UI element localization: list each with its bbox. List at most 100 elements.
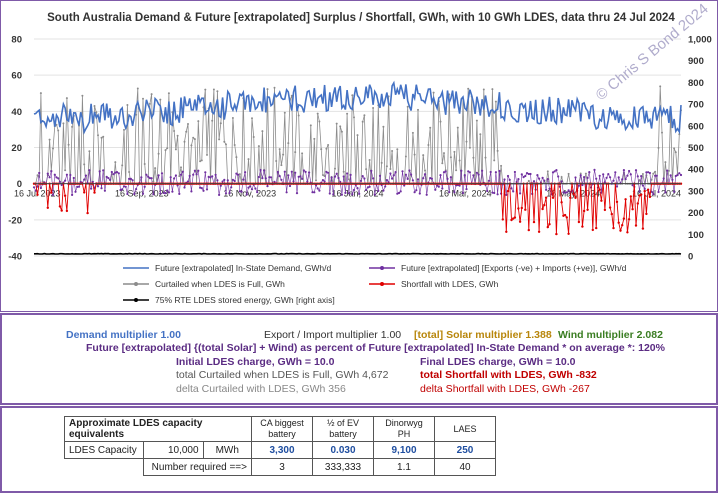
exports-imports-point bbox=[247, 186, 250, 189]
curtailed-point bbox=[223, 140, 226, 143]
delta-shortfall: delta Shortfall with LDES, GWh -267 bbox=[420, 383, 590, 395]
exports-imports-point bbox=[416, 178, 420, 181]
exports-imports-point bbox=[673, 190, 676, 193]
shortfall-point bbox=[569, 196, 572, 199]
exports-imports-point bbox=[605, 176, 608, 179]
exports-imports-point bbox=[77, 185, 81, 188]
exports-imports-point bbox=[676, 174, 679, 177]
exports-imports-point bbox=[323, 180, 326, 183]
demand-multiplier: Demand multiplier 1.00 bbox=[66, 329, 181, 341]
curtailed-point bbox=[641, 173, 644, 175]
curtailed-point bbox=[385, 165, 388, 168]
exports-imports-point bbox=[593, 168, 596, 171]
exports-imports-point bbox=[38, 171, 41, 175]
exports-imports-point bbox=[135, 188, 138, 191]
curtailed-point bbox=[347, 178, 350, 181]
exports-imports-point bbox=[200, 187, 203, 190]
exports-imports-point bbox=[304, 170, 307, 173]
curtailed-point bbox=[67, 143, 70, 146]
delta-curtailed: delta Curtailed with LDES, GWh 356 bbox=[176, 383, 346, 395]
wind-multiplier: Wind multiplier 2.082 bbox=[558, 329, 663, 341]
curtailed-point bbox=[233, 144, 236, 146]
curtailed-point bbox=[342, 170, 345, 173]
curtailed-point bbox=[273, 86, 276, 89]
curtailed-point bbox=[218, 138, 221, 141]
exports-imports-point bbox=[609, 176, 612, 179]
exports-imports-point bbox=[401, 170, 404, 173]
solar-multiplier: [total] Solar multiplier 1.388 bbox=[414, 329, 552, 341]
exports-imports-point bbox=[337, 176, 340, 180]
exports-imports-point bbox=[461, 191, 465, 195]
exports-imports-point bbox=[538, 177, 541, 180]
x-tick-label: 16 Mar, 2024 bbox=[439, 189, 492, 199]
exports-imports-point bbox=[166, 189, 169, 192]
shortfall-point bbox=[560, 201, 563, 204]
curtailed-point bbox=[484, 156, 487, 159]
exports-imports-point bbox=[209, 176, 212, 179]
curtailed-point bbox=[301, 152, 304, 155]
curtailed-point bbox=[290, 94, 293, 97]
exports-imports-point bbox=[150, 177, 153, 180]
exports-imports-point bbox=[373, 193, 376, 196]
curtailed-point bbox=[180, 166, 182, 169]
curtailed-point bbox=[251, 117, 253, 120]
exports-imports-point bbox=[429, 177, 432, 180]
curtailed-point bbox=[453, 150, 456, 153]
required-ca-battery: 3 bbox=[251, 458, 313, 476]
exports-imports-point bbox=[242, 178, 245, 181]
capacity-laes: 250 bbox=[434, 441, 496, 459]
exports-imports-point bbox=[100, 187, 103, 190]
curtailed-point bbox=[211, 119, 214, 122]
curtailed-point bbox=[500, 164, 503, 167]
exports-imports-point bbox=[74, 190, 77, 193]
exports-imports-point bbox=[199, 186, 202, 189]
right-tick-label: 100 bbox=[688, 230, 704, 241]
curtailed-point bbox=[406, 105, 409, 108]
exports-imports-point bbox=[321, 179, 324, 182]
exports-imports-point bbox=[491, 191, 494, 194]
curtailed-point bbox=[297, 114, 300, 117]
exports-imports-point bbox=[290, 170, 293, 173]
exports-imports-point bbox=[385, 179, 388, 182]
exports-imports-point bbox=[436, 184, 439, 187]
curtailed-series bbox=[33, 85, 682, 186]
shortfall-point bbox=[622, 217, 626, 220]
exports-imports-point bbox=[283, 170, 286, 173]
capacity-label: LDES Capacity bbox=[63, 441, 145, 459]
exports-imports-point bbox=[520, 173, 523, 176]
exports-imports-point bbox=[664, 191, 667, 194]
shortfall-point bbox=[501, 218, 504, 221]
curtailed-point bbox=[41, 180, 44, 183]
exports-imports-point bbox=[423, 173, 427, 176]
curtailed-point bbox=[275, 160, 278, 162]
exports-imports-point bbox=[188, 174, 191, 177]
curtailed-point bbox=[432, 91, 435, 94]
exports-imports-point bbox=[128, 177, 131, 180]
exports-imports-point bbox=[121, 188, 124, 191]
exports-imports-point bbox=[510, 187, 513, 190]
curtailed-point bbox=[496, 149, 499, 152]
exports-imports-point bbox=[545, 188, 548, 191]
exports-imports-point bbox=[339, 180, 342, 183]
curtailed-point bbox=[493, 159, 496, 162]
exports-imports-point bbox=[46, 172, 49, 175]
exports-imports-point bbox=[359, 179, 363, 182]
exports-imports-point bbox=[617, 176, 620, 179]
curtailed-point bbox=[212, 88, 215, 91]
export-multiplier: Export / Import multiplier 1.00 bbox=[264, 329, 402, 341]
exports-imports-point bbox=[579, 174, 582, 177]
curtailed-point bbox=[465, 140, 468, 143]
exports-imports-point bbox=[249, 185, 252, 188]
right-tick-label: 600 bbox=[688, 121, 704, 132]
curtailed-point bbox=[363, 114, 366, 117]
exports-imports-point bbox=[250, 188, 254, 191]
curtailed-point bbox=[413, 153, 416, 156]
shortfall-point bbox=[517, 207, 520, 210]
shortfall-point bbox=[541, 207, 544, 211]
exports-imports-point bbox=[295, 192, 299, 195]
exports-imports-point bbox=[532, 180, 536, 183]
legend-item: Curtailed when LDES is Full, GWh bbox=[123, 279, 285, 289]
curtailed-point bbox=[467, 87, 470, 90]
curtailed-point bbox=[204, 88, 207, 91]
curtailed-point bbox=[422, 154, 425, 157]
